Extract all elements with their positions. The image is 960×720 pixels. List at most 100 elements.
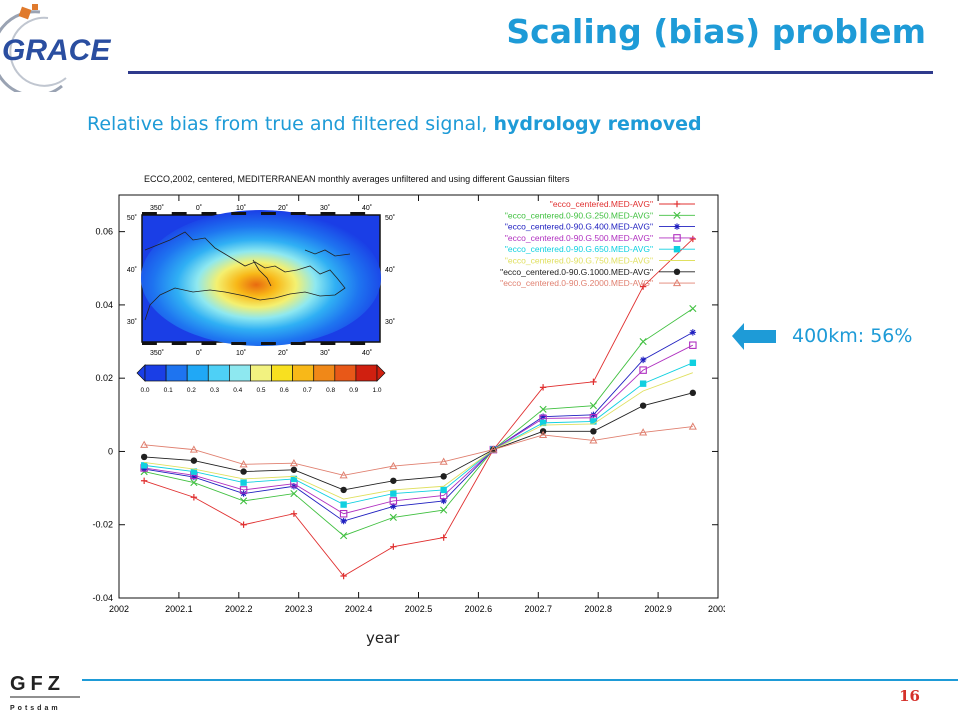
star-marker (689, 329, 697, 336)
colorbar-segment (165, 364, 188, 382)
x-tick-label: 2002.1 (165, 604, 193, 614)
x-tick-label: 2002.3 (285, 604, 313, 614)
filled-circle-marker (689, 389, 697, 397)
star-marker (190, 473, 198, 481)
star-marker (539, 413, 547, 420)
x-tick-label: 2002.9 (644, 604, 672, 614)
series-line (144, 392, 693, 491)
grace-logo: GRACE (0, 4, 111, 92)
cross-marker (240, 497, 248, 505)
open-triangle-marker (589, 436, 598, 444)
open-square-marker (639, 366, 647, 374)
plus-marker (440, 534, 447, 541)
map-frame-segment (171, 212, 187, 215)
series-line (144, 372, 693, 500)
y-tick-label: 0.02 (95, 373, 113, 383)
map-frame-segment (320, 212, 336, 215)
bias-chart: ECCO,2002, centered, MEDITERRANEAN month… (92, 174, 725, 614)
colorbar-tick-label: 0.3 (210, 387, 219, 394)
map-frame-segment (320, 342, 336, 345)
colorbar-segment (292, 364, 315, 382)
series-6 (144, 372, 693, 500)
filled-square-marker (390, 490, 397, 497)
map-lon-tick: 20˚ (278, 349, 288, 357)
series-layer (140, 235, 697, 580)
map-lat-tick: 40˚ (385, 266, 395, 274)
colorbar-tick-label: 0.5 (256, 387, 265, 394)
y-tick-label: 0 (108, 446, 113, 456)
title-divider (128, 71, 933, 74)
plus-marker (639, 283, 647, 290)
subtitle-plain: Relative bias from true and filtered sig… (87, 113, 494, 135)
cross-marker (290, 489, 298, 498)
subtitle-bold: hydrology removed (493, 113, 702, 135)
y-tick-label: -0.02 (92, 520, 113, 530)
colorbar-tick-label: 0.6 (280, 387, 289, 394)
open-square-marker (239, 486, 248, 494)
plus-marker (390, 543, 397, 550)
legend-label: "ecco_centered.0-90.G.400.MED-AVG" (505, 222, 653, 232)
colorbar-tick-label: 0.2 (187, 387, 196, 394)
open-triangle-marker (339, 471, 348, 479)
map-lat-tick: 40˚ (127, 266, 137, 274)
colorbar-segment (334, 364, 357, 382)
map-frame-segment (261, 342, 276, 345)
map-frame-segment (201, 212, 217, 215)
legend-label: "ecco_centered.0-90.G.2000.MED-AVG" (500, 278, 653, 288)
filled-circle-marker (290, 466, 298, 473)
x-tick-label: 2002.8 (584, 604, 612, 614)
plus-marker (140, 477, 148, 484)
legend-label: "ecco_centered.0-90.G.750.MED-AVG" (505, 256, 653, 266)
filled-square-marker (340, 501, 347, 508)
star-marker (440, 497, 447, 505)
annotation-text: 400km: 56% (792, 325, 913, 347)
filled-circle-marker (639, 402, 647, 409)
map-lon-tick: 40˚ (362, 204, 372, 212)
map-frame-segment (171, 342, 187, 345)
map-lon-tick: 30˚ (320, 204, 330, 212)
map-lat-tick: 50˚ (385, 214, 395, 222)
cross-marker (589, 402, 597, 410)
gfz-logo: GFZ Potsdam (10, 673, 80, 712)
x-tick-label: 2002.4 (345, 604, 373, 614)
open-triangle-marker (688, 422, 697, 430)
open-triangle-marker (140, 440, 149, 448)
map-lat-tick: 30˚ (127, 318, 137, 326)
open-triangle-marker (639, 428, 648, 436)
series-line (144, 331, 694, 522)
cross-marker (673, 211, 681, 219)
plus-marker (340, 572, 347, 580)
x-tick-label: 2002.7 (525, 604, 553, 614)
x-tick-label: 2002.5 (405, 604, 433, 614)
colorbar-tick-label: 0.7 (303, 387, 312, 394)
open-square-marker (673, 234, 681, 242)
filled-square-marker (689, 359, 697, 366)
footer-divider (82, 679, 958, 681)
colorbar-segment (355, 364, 378, 382)
cross-marker (190, 479, 198, 487)
map-frame-segment (350, 342, 366, 345)
map-lon-tick: 30˚ (320, 349, 330, 357)
legend-label: "ecco_centered.0-90.G.650.MED-AVG" (505, 244, 653, 254)
map-lon-tick: 20˚ (278, 204, 288, 212)
colorbar-segment (207, 364, 230, 382)
legend-label: "ecco_centered.MED-AVG" (550, 199, 653, 209)
y-tick-label: 0.06 (95, 227, 113, 237)
colorbar-segment (144, 364, 167, 382)
series-line (144, 308, 694, 537)
inset-colorbar: 0.0 0.1 0.2 0.3 0.4 0.5 0.6 0.7 0.8 0.9 1.0 (136, 364, 386, 394)
x-tick-label: 2002.2 (225, 604, 253, 614)
cross-marker (539, 405, 547, 413)
map-frame-segment (290, 342, 306, 345)
chart-axes: 2002 2002.1 2002.2 2002.3 2002.4 2002.5 2002.6… (92, 195, 725, 614)
cross-marker (389, 513, 397, 521)
filled-circle-marker (590, 428, 597, 435)
map-frame-segment (290, 212, 306, 215)
colorbar-tick-label: 0.0 (140, 387, 149, 394)
colorbar-tick-label: 0.1 (164, 387, 173, 394)
map-frame-segment (231, 342, 247, 345)
series-2 (140, 304, 697, 540)
series-line (144, 362, 694, 506)
series-5 (140, 359, 697, 508)
star-marker (673, 223, 681, 230)
